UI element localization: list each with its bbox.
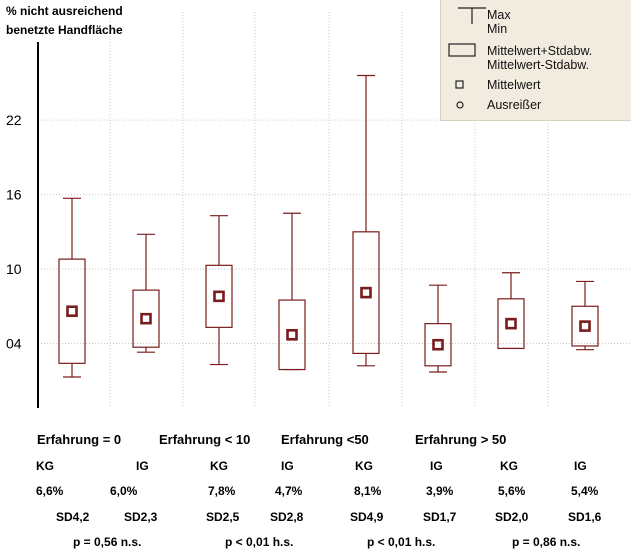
mean-marker (432, 338, 444, 351)
std-box (205, 264, 233, 328)
group-label-2: Erfahrung < 10 (159, 432, 251, 447)
sd-value: SD2,5 (206, 510, 240, 524)
std-box (58, 258, 86, 364)
legend-outlier-label: Ausreißer (487, 98, 542, 112)
mean-marker (140, 312, 152, 325)
p-value: p < 0,01 h.s. (367, 535, 436, 549)
mean-value: 8,1% (354, 484, 382, 498)
mean-marker (213, 290, 225, 303)
subgroup-label: KG (500, 459, 518, 473)
legend-max-label: Max (487, 8, 511, 22)
mean-marker (66, 305, 78, 318)
group-label-1: Erfahrung = 0 (37, 432, 122, 447)
mean-value: 4,7% (275, 484, 303, 498)
y-axis-label-line-1: % nicht ausreichend (6, 4, 123, 18)
std-box (571, 305, 599, 347)
sd-value: SD1,6 (568, 510, 602, 524)
legend-mean-label: Mittelwert (487, 78, 541, 92)
subgroup-label: KG (210, 459, 228, 473)
range-whisker-icon (458, 7, 486, 24)
subgroup-label: IG (281, 459, 294, 473)
mean-marker (360, 286, 372, 299)
std-box (278, 299, 306, 371)
legend-min-label: Min (487, 22, 508, 36)
mean-value: 5,4% (571, 484, 599, 498)
sd-value: SD4,9 (350, 510, 384, 524)
mean-value: 7,8% (208, 484, 236, 498)
subgroup-label: IG (574, 459, 587, 473)
box-plot-chart: 04 10 16 22 % nicht ausreichend benetzte Ha… (6, 0, 631, 408)
p-value: p = 0,86 n.s. (512, 535, 581, 549)
mean-marker (579, 320, 591, 332)
std-box (424, 323, 452, 367)
std-box (352, 231, 380, 355)
sd-value: SD2,8 (270, 510, 304, 524)
y-tick-label: 04 (6, 335, 22, 351)
y-axis-label-line-2: benetzte Handfläche (6, 23, 123, 37)
std-box (132, 289, 160, 348)
legend-box-label-2: Mittelwert-Stdabw. (487, 58, 590, 72)
mean-value: 6,0% (110, 484, 138, 498)
p-value: p = 0,56 n.s. (73, 535, 142, 549)
legend: Max Min Mittelwert+Stdabw. Mittelwert-St… (440, 0, 631, 121)
p-value: p < 0,01 h.s. (225, 535, 294, 549)
subgroup-label: KG (355, 459, 373, 473)
statistics-table: Erfahrung = 0 Erfahrung < 10 Erfahrung <… (0, 420, 631, 549)
mean-value: 3,9% (426, 484, 454, 498)
subgroup-label: KG (36, 459, 54, 473)
y-tick-label: 22 (6, 112, 22, 128)
std-box (497, 298, 525, 350)
mean-marker (286, 328, 298, 341)
sd-value: SD2,0 (495, 510, 529, 524)
subgroup-label: IG (136, 459, 149, 473)
mean-square-icon (455, 80, 464, 89)
mean-marker (505, 317, 517, 330)
outlier-circle-icon (456, 101, 464, 109)
y-tick-label: 10 (6, 261, 22, 277)
sd-value: SD2,3 (124, 510, 158, 524)
std-box-icon (448, 43, 476, 57)
subgroup-label: IG (430, 459, 443, 473)
mean-value: 6,6% (36, 484, 64, 498)
y-tick-label: 16 (6, 187, 22, 203)
group-label-4: Erfahrung > 50 (415, 432, 507, 447)
sd-value: SD4,2 (56, 510, 90, 524)
group-label-3: Erfahrung <50 (281, 432, 369, 447)
sd-value: SD1,7 (423, 510, 457, 524)
legend-box-label-1: Mittelwert+Stdabw. (487, 44, 593, 58)
mean-value: 5,6% (498, 484, 526, 498)
